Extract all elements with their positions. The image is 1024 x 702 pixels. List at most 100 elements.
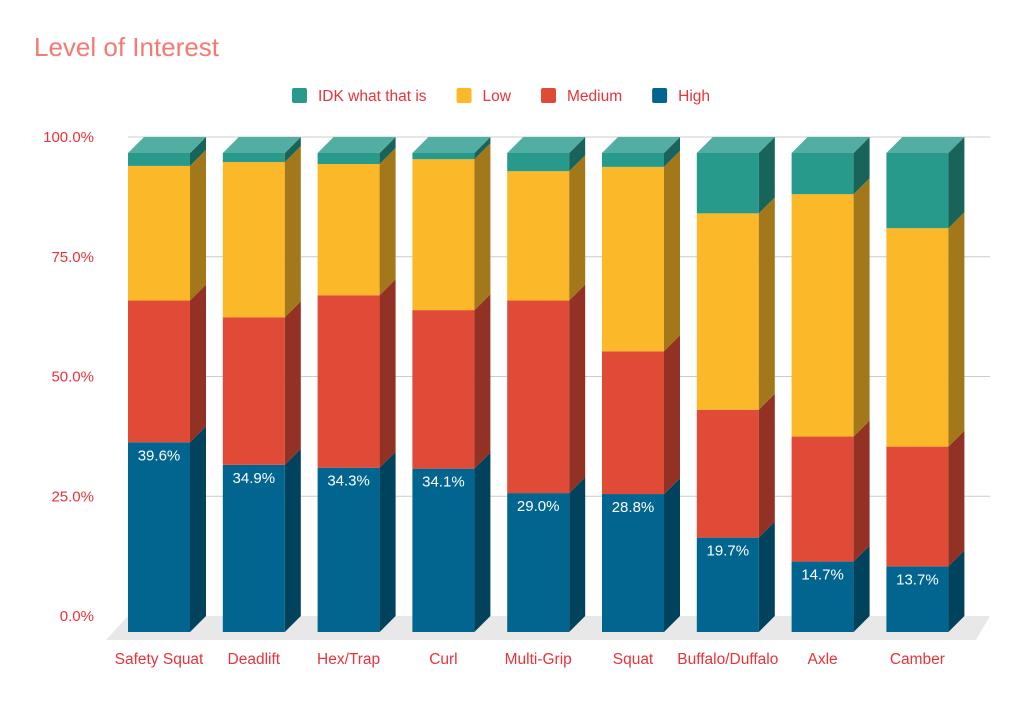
x-tick-label: Multi-Grip [505, 651, 572, 668]
bar-top [412, 137, 491, 153]
bar-segment-side [190, 137, 206, 166]
bar-stack: 39.6% [128, 137, 206, 632]
legend-label: Low [483, 88, 512, 105]
bar-segment-side [284, 301, 301, 465]
data-label: 34.9% [233, 470, 276, 487]
x-tick-label: Squat [613, 651, 654, 668]
y-tick-label: 0.0% [60, 608, 94, 625]
bar-segment-front [317, 153, 380, 165]
bar-segment-side [474, 137, 491, 160]
x-tick-label: Curl [429, 651, 457, 668]
bar-stack: 14.7% [791, 137, 870, 632]
bar-segment-front [602, 494, 664, 632]
bar-segment-front [791, 194, 854, 437]
bar-segment-front [317, 467, 380, 632]
bar-segment-front [222, 153, 285, 163]
bar-segment-front [696, 409, 759, 538]
bar-top [886, 137, 965, 153]
data-label: 39.6% [138, 447, 181, 464]
bar-segment-side [474, 452, 491, 632]
bar-segment-side [474, 294, 491, 469]
bar-segment-front [128, 300, 190, 443]
bar-stack: 34.9% [222, 137, 301, 632]
bar-segment-side [664, 150, 680, 352]
x-tick-label: Safety Squat [115, 651, 204, 668]
bar-segment-front [128, 165, 190, 301]
bar-segment-front [507, 493, 570, 632]
legend-swatch-high [652, 88, 668, 103]
bar-segment-side [948, 550, 965, 632]
bar-segment-front [222, 464, 285, 632]
x-tick-label: Axle [808, 651, 838, 668]
y-tick-label: 25.0% [51, 488, 94, 505]
bar-segment-front [222, 317, 285, 465]
bar-stack: 34.3% [317, 137, 396, 632]
bar-segment-front [412, 153, 475, 160]
bar-stack: 29.0% [507, 137, 586, 632]
data-label: 14.7% [801, 567, 844, 584]
bar-segment-side [853, 137, 870, 195]
bar-segment-side [758, 521, 775, 632]
bar-segment-side [379, 148, 396, 296]
bar-segment-front [696, 537, 759, 632]
bar-segment-front [791, 153, 854, 195]
legend-label: Medium [567, 88, 622, 105]
bar-segment-front [412, 468, 475, 632]
bar-segment-side [758, 197, 775, 410]
bar-segment-side [379, 451, 396, 632]
y-tick-label: 50.0% [51, 369, 94, 386]
bar-segment-side [190, 426, 206, 632]
bar-segment-front [602, 166, 664, 352]
bar-segment-front [317, 295, 380, 468]
chart-title: Level of Interest [34, 32, 219, 62]
bar-segment-side [474, 143, 491, 311]
bar-stack: 13.7% [886, 137, 965, 632]
bar-segment-side [569, 137, 586, 172]
bar-segment-front [507, 171, 570, 301]
bar-segment-side [569, 155, 586, 301]
x-tick-label: Camber [890, 651, 945, 668]
data-label: 29.0% [517, 498, 560, 515]
bar-segment-front [791, 561, 854, 632]
bar-segment-side [190, 149, 206, 301]
bar-segment-front [317, 164, 380, 296]
bar-segment-side [664, 478, 680, 632]
legend-swatch-medium [540, 88, 556, 103]
bar-top [128, 137, 206, 153]
bar-segment-side [190, 284, 206, 443]
legend-swatch-idk-what-that-is [292, 88, 307, 103]
y-tick-label: 100.0% [43, 129, 94, 146]
bar-segment-front [886, 228, 949, 447]
bar-segment-side [664, 335, 680, 495]
legend-label: High [678, 88, 710, 105]
bar-segment-front [791, 436, 854, 562]
bar-segment-front [886, 566, 949, 632]
data-label: 19.7% [707, 543, 750, 560]
data-label: 28.8% [612, 499, 655, 516]
bar-segment-side [284, 448, 301, 632]
x-tick-label: Deadlift [228, 651, 281, 668]
data-label: 34.1% [422, 474, 465, 491]
bar-segment-front [696, 153, 759, 214]
bar-segment-side [948, 430, 965, 567]
data-label: 13.7% [896, 571, 939, 588]
bar-segment-front [412, 159, 475, 311]
bar-segment-front [886, 153, 949, 229]
bar-segment-side [379, 137, 396, 165]
y-tick-label: 75.0% [51, 249, 94, 266]
bar-segment-side [758, 393, 775, 538]
bar-top [791, 137, 870, 153]
bar-segment-side [853, 178, 870, 437]
bar-segment-side [948, 137, 965, 229]
bar-top [602, 137, 680, 153]
bar-segment-side [758, 137, 775, 214]
x-tick-label: Buffalo/Duffalo [677, 651, 778, 668]
bar-top [696, 137, 775, 153]
data-label: 34.3% [327, 473, 370, 490]
bar-segment-front [507, 300, 570, 494]
bar-segment-side [853, 420, 870, 562]
bar-segment-front [602, 153, 664, 167]
bar-segment-front [507, 153, 570, 172]
bar-segment-front [222, 162, 285, 318]
